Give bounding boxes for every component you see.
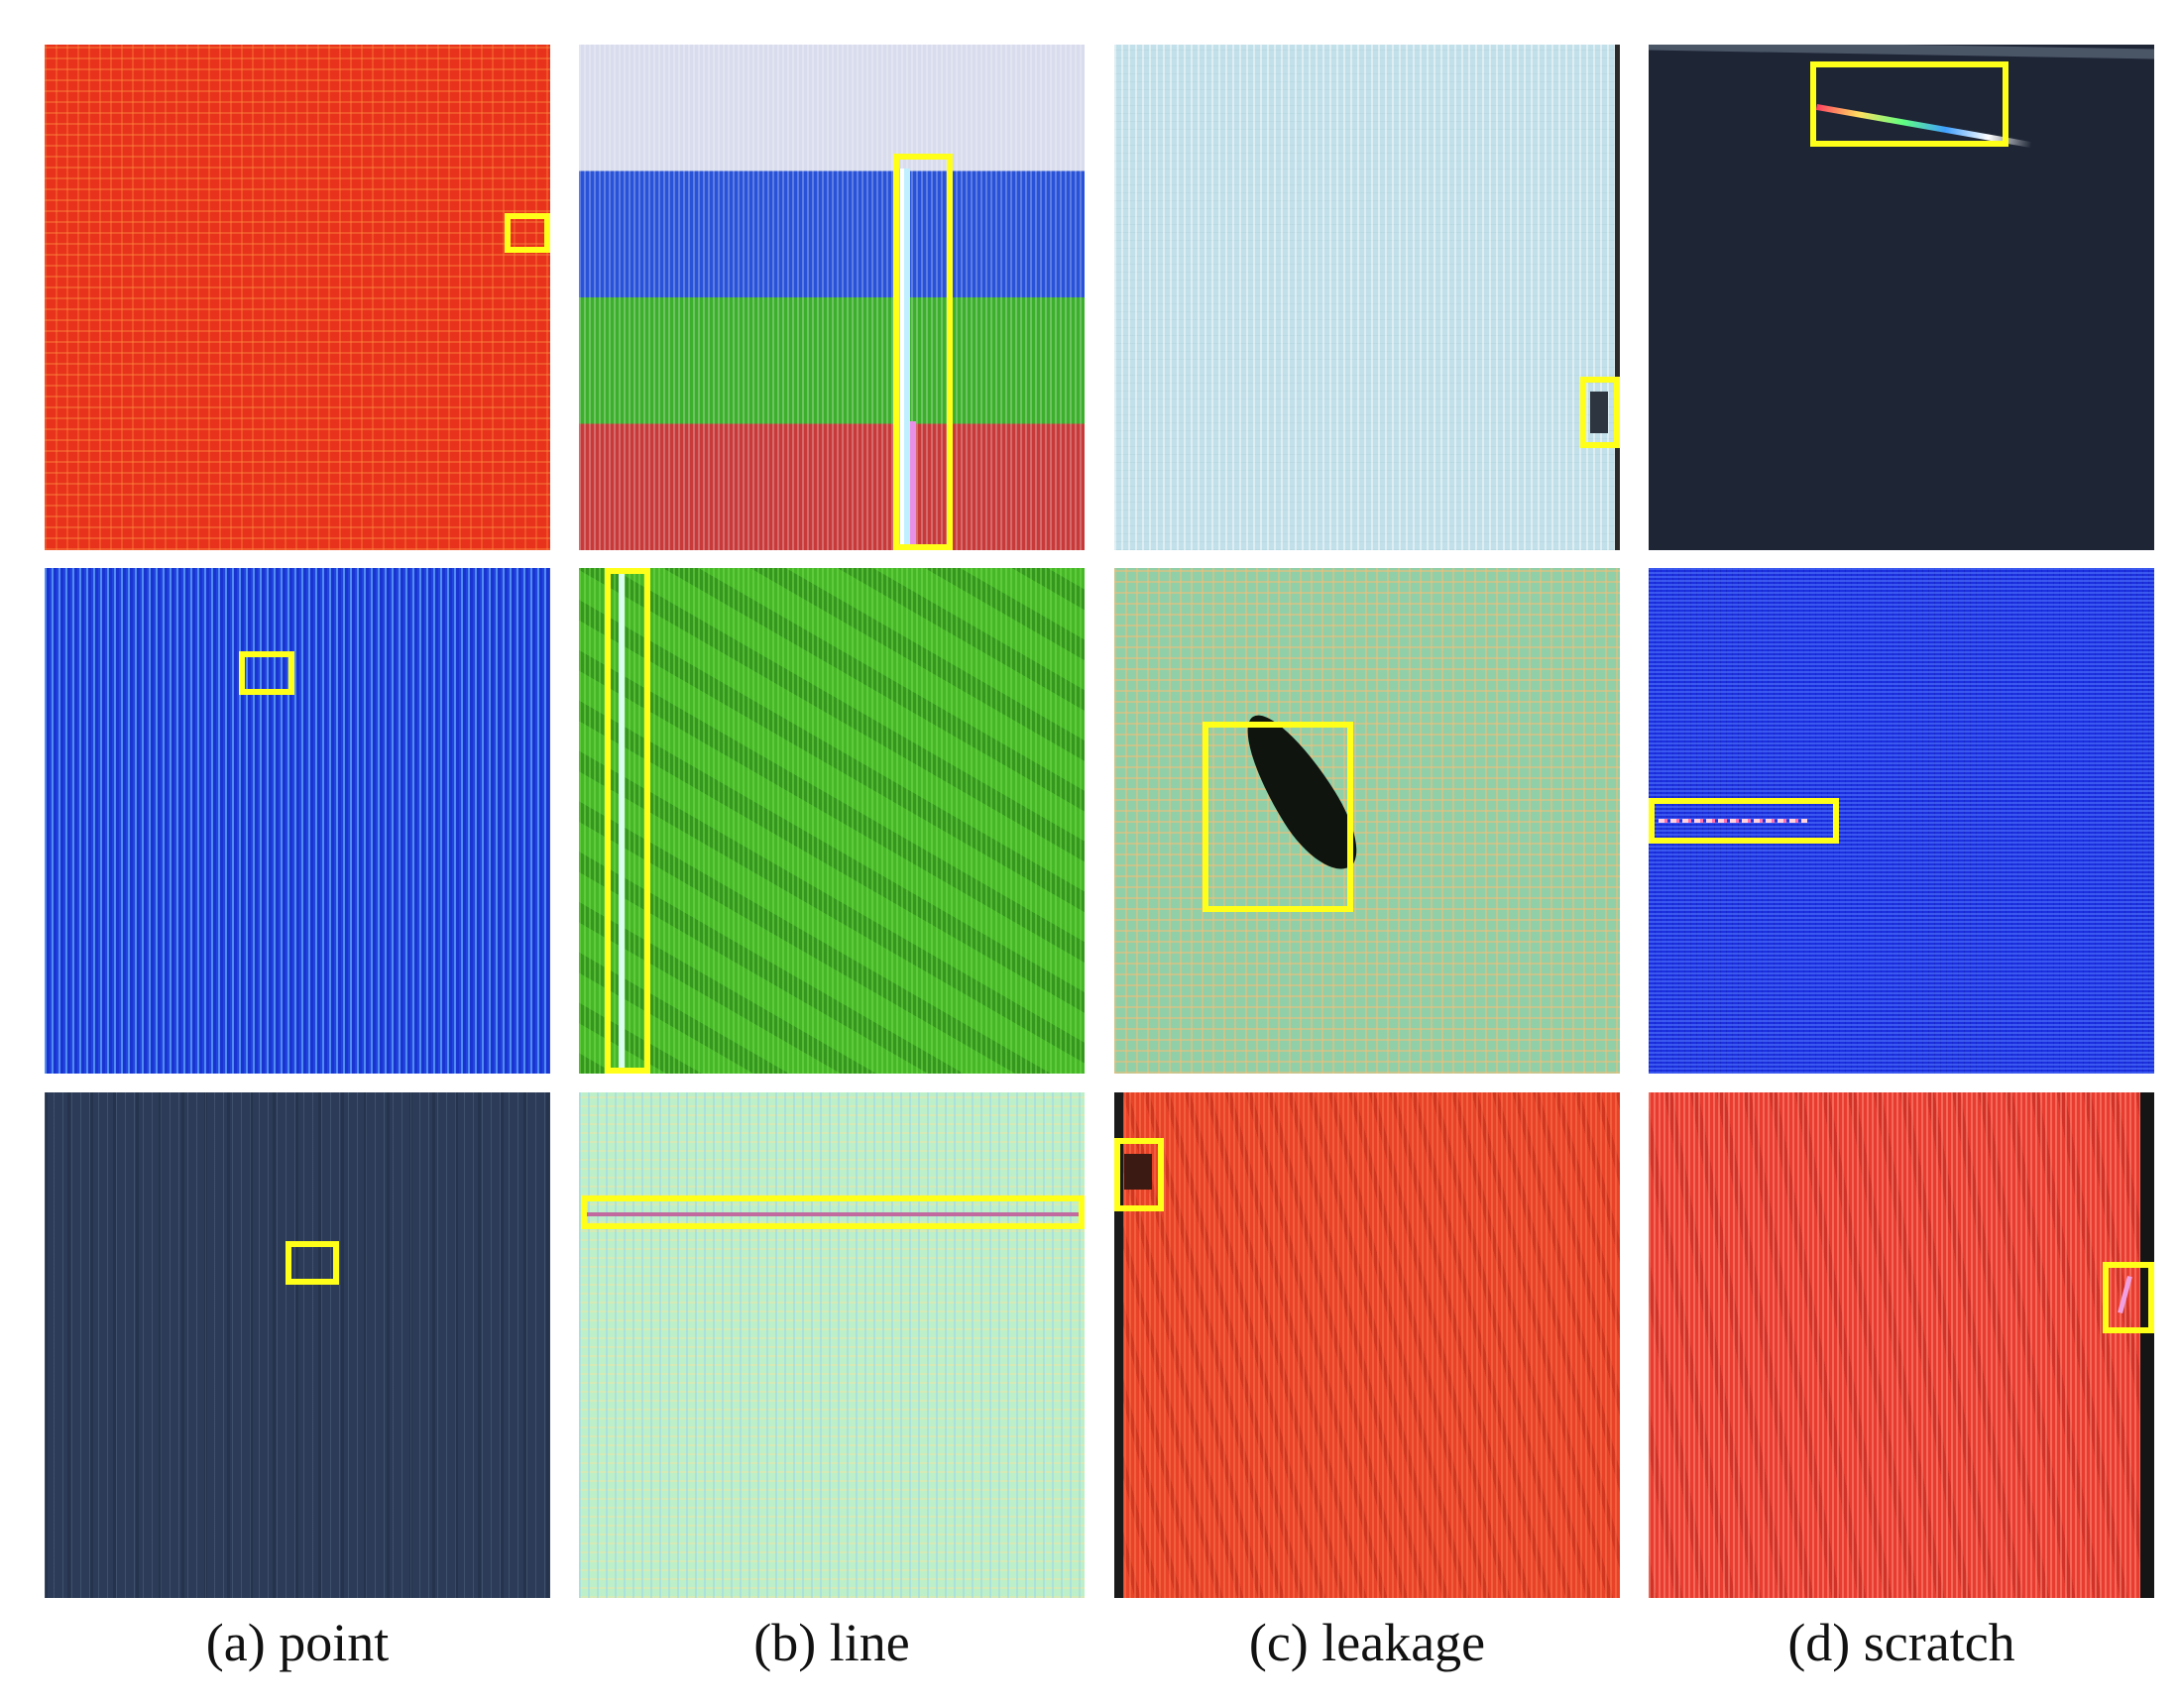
panel-scratch-blue — [1649, 568, 2154, 1074]
panel-edge — [1114, 1092, 1123, 1598]
panel-point-blue — [45, 568, 550, 1074]
defect-box — [286, 1241, 339, 1285]
leakage-defect — [1590, 392, 1608, 433]
panel-edge — [2140, 1092, 2154, 1598]
panel-leakage-light — [1114, 45, 1620, 550]
line-defect — [619, 568, 625, 1074]
defect-box — [1114, 1138, 1164, 1211]
defect-box — [605, 568, 650, 1074]
panel-point-red — [45, 45, 550, 550]
line-defect — [896, 169, 910, 550]
defect-box — [1649, 798, 1839, 844]
defect-box — [1203, 722, 1353, 912]
caption-line: (b) line — [753, 1613, 910, 1672]
leakage-defect — [1124, 1154, 1152, 1190]
panel-scratch-dark — [1649, 45, 2154, 550]
panel-leakage-teal — [1114, 568, 1620, 1074]
panel-scratch-red — [1649, 1092, 2154, 1598]
panel-point-dark — [45, 1092, 550, 1598]
caption-scratch: (d) scratch — [1787, 1613, 2015, 1672]
defect-box — [1580, 377, 1620, 448]
panel-edge — [1649, 45, 2154, 59]
panel-leakage-red — [1114, 1092, 1620, 1598]
panel-edge — [1615, 45, 1620, 550]
panel-line-green — [579, 568, 1085, 1074]
line-defect — [910, 421, 916, 550]
line-defect — [585, 1212, 1081, 1216]
caption-leakage: (c) leakage — [1248, 1613, 1486, 1672]
panel-line-light-green — [579, 1092, 1085, 1598]
scratch-defect — [1659, 819, 1807, 823]
panel-line-color-bars — [579, 45, 1085, 550]
defect-box — [239, 651, 294, 695]
defect-box — [505, 213, 550, 253]
defect-box — [581, 1196, 1085, 1229]
defect-box — [1810, 61, 2008, 147]
caption-point: (a) point — [205, 1613, 390, 1672]
defect-box — [2103, 1262, 2154, 1333]
defect-box — [893, 154, 953, 550]
